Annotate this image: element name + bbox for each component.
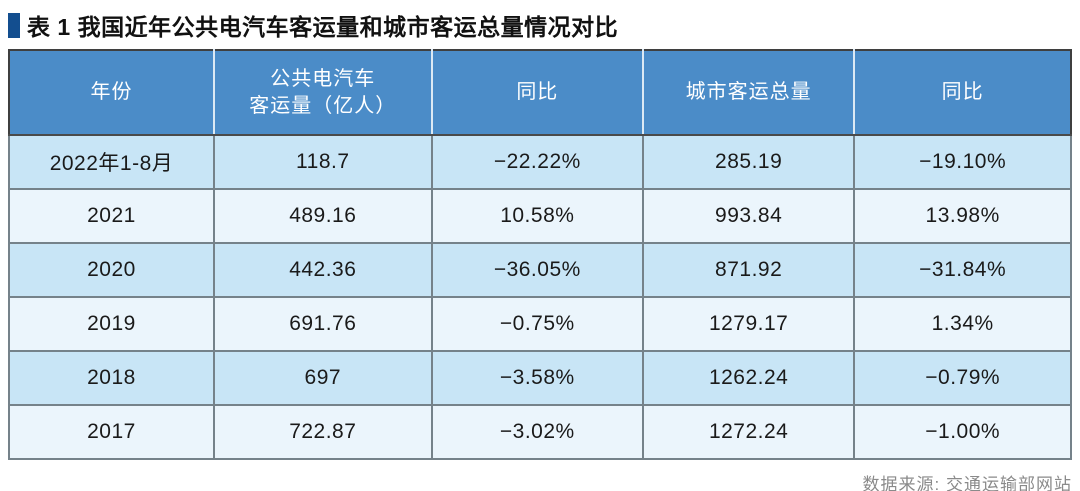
table-cell-r2-c1: 442.36 [212, 242, 433, 298]
table-cell-r2-c2: −36.05% [430, 242, 644, 298]
table-header-row: 年份 公共电汽车 客运量（亿人） 同比 城市客运总量 同比 [9, 50, 1071, 136]
table-cell-r0-c2: −22.22% [430, 134, 644, 190]
table-cell-r4-c0: 2018 [8, 350, 215, 406]
table-cell-r2-c0: 2020 [8, 242, 215, 298]
passenger-volume-table: 年份 公共电汽车 客运量（亿人） 同比 城市客运总量 同比 2022年1-8月 118.7… [8, 49, 1072, 460]
table-cell-r5-c1: 722.87 [212, 404, 433, 460]
table-cell-r4-c1: 697 [212, 350, 433, 406]
table-cell-r1-c1: 489.16 [212, 188, 433, 244]
table-body: 2022年1-8月 118.7 −22.22% 285.19 −19.10% 2021 48… [8, 134, 1072, 460]
table-cell-r3-c2: −0.75% [430, 296, 644, 352]
column-header-4: 同比 [853, 50, 1071, 136]
table-header: 年份 公共电汽车 客运量（亿人） 同比 城市客运总量 同比 [9, 50, 1071, 136]
table-cell-r5-c3: 1272.24 [641, 404, 856, 460]
table-cell-r3-c3: 1279.17 [641, 296, 856, 352]
title-marker-bar [8, 12, 20, 38]
table-cell-r0-c4: −19.10% [853, 134, 1072, 190]
data-source-note: 数据来源: 交通运输部网站 [862, 475, 1072, 491]
column-header-2: 同比 [430, 50, 643, 136]
page-title: 表 1 我国近年公共电汽车客运量和城市客运总量情况对比 [27, 14, 619, 40]
table-cell-r5-c0: 2017 [8, 404, 215, 460]
table-cell-r1-c2: 10.58% [430, 188, 644, 244]
table-cell-r4-c2: −3.58% [430, 350, 644, 406]
table-cell-r0-c3: 285.19 [641, 134, 856, 190]
table-cell-r4-c3: 1262.24 [641, 350, 856, 406]
table-cell-r3-c1: 691.76 [212, 296, 433, 352]
table-cell-r4-c4: −0.79% [853, 350, 1072, 406]
table-cell-r5-c4: −1.00% [853, 404, 1072, 460]
column-header-0: 年份 [9, 50, 214, 136]
table-cell-r2-c3: 871.92 [641, 242, 856, 298]
table-cell-r1-c0: 2021 [8, 188, 215, 244]
table-cell-r5-c2: −3.02% [430, 404, 644, 460]
table-cell-r0-c1: 118.7 [212, 134, 433, 190]
table-title-row: 表 1 我国近年公共电汽车客运量和城市客运总量情况对比 [0, 0, 1080, 48]
table-row: 2019 691.76 −0.75% 1279.17 1.34% [8, 296, 1072, 352]
table-cell-r1-c3: 993.84 [641, 188, 856, 244]
column-header-1: 公共电汽车 客运量（亿人） [212, 50, 432, 136]
table-cell-r2-c4: −31.84% [853, 242, 1072, 298]
table-cell-r3-c4: 1.34% [853, 296, 1072, 352]
table-row: 2021 489.16 10.58% 993.84 13.98% [8, 188, 1072, 244]
table-row: 2017 722.87 −3.02% 1272.24 −1.00% [8, 404, 1072, 460]
table-row: 2020 442.36 −36.05% 871.92 −31.84% [8, 242, 1072, 298]
table-row: 2018 697 −3.58% 1262.24 −0.79% [8, 350, 1072, 406]
table-row: 2022年1-8月 118.7 −22.22% 285.19 −19.10% [8, 134, 1072, 190]
table-cell-r0-c0: 2022年1-8月 [8, 134, 215, 190]
table-cell-r3-c0: 2019 [8, 296, 215, 352]
column-header-3: 城市客运总量 [641, 50, 855, 136]
table-cell-r1-c4: 13.98% [853, 188, 1072, 244]
